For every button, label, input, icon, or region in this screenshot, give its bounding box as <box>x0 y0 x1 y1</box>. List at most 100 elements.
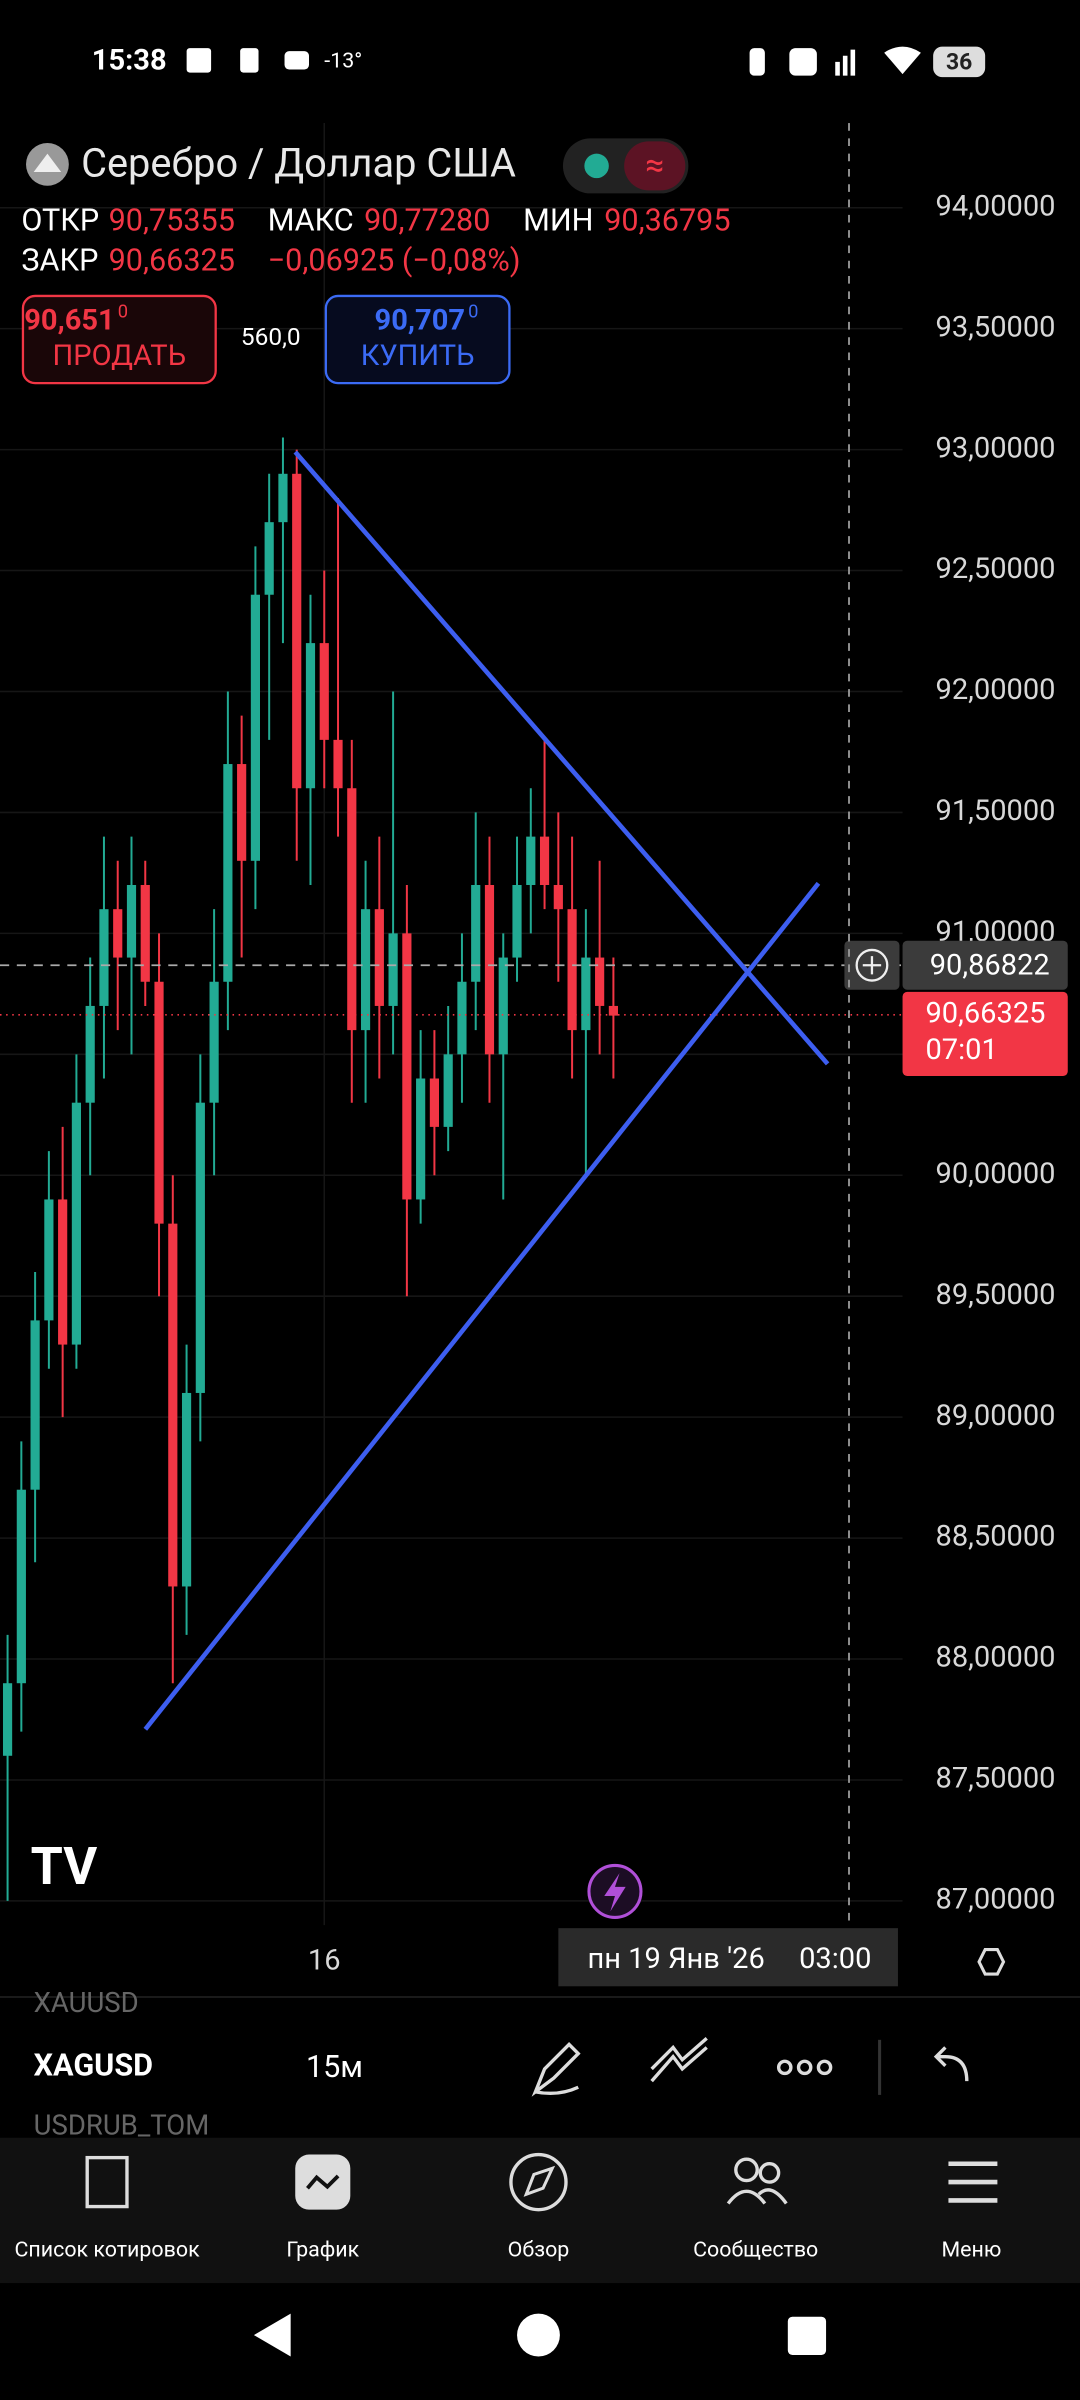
nav-label[interactable]: Обзор <box>508 2238 570 2263</box>
symbol-prev: XAUUSD <box>34 1986 139 2019</box>
recents-button[interactable] <box>787 2316 827 2355</box>
y-tick-label: 93,50000 <box>936 310 1056 344</box>
candle-body <box>608 1005 618 1016</box>
temperature: -13° <box>324 49 362 74</box>
candle-body <box>319 643 329 740</box>
candle-body <box>498 957 508 1055</box>
nav-icon <box>509 2152 568 2212</box>
y-tick-label: 92,00000 <box>936 673 1056 707</box>
symbol-icon-mark <box>33 153 62 173</box>
buy-price: 90,707 <box>375 304 465 338</box>
y-tick-label: 88,50000 <box>936 1520 1056 1554</box>
candle-body <box>58 1199 68 1345</box>
candle-body <box>553 884 563 910</box>
candle-body <box>126 884 137 958</box>
chart: 87,00000 87,50000 88,00000 88,50000 89,00000… <box>0 123 1068 1977</box>
trend-tool[interactable] <box>650 2037 708 2083</box>
open-value: 90,75355 <box>109 204 235 239</box>
y-tick-label: 87,50000 <box>936 1762 1056 1796</box>
candle-body <box>113 909 123 958</box>
candle-body <box>99 909 109 1006</box>
nav-label[interactable]: Сообщество <box>693 2238 818 2263</box>
symbol-current[interactable]: XAGUSD <box>34 2048 153 2083</box>
candle-body <box>471 884 481 982</box>
nav-label[interactable]: Меню <box>941 2238 1001 2263</box>
realtime-badge <box>624 141 686 191</box>
more-tools[interactable] <box>776 2059 833 2076</box>
close-value: 90,66325 <box>109 243 235 278</box>
nav-label[interactable]: График <box>286 2238 359 2263</box>
settings-icon[interactable] <box>977 1948 1006 1976</box>
candle-body <box>484 884 495 1055</box>
sell-price: 90,651 <box>24 304 114 338</box>
countdown-label: 07:01 <box>925 1033 997 1067</box>
buy-button[interactable] <box>324 294 511 385</box>
candle-body <box>333 739 343 789</box>
y-tick-label: 89,00000 <box>936 1399 1056 1433</box>
realtime-icon: ≈ <box>645 146 664 185</box>
nav-label[interactable]: Список котировок <box>14 2238 200 2263</box>
draw-tool[interactable] <box>531 2042 581 2097</box>
symbol-title: Серебро / Доллар США <box>81 139 516 186</box>
buy-label: КУПИТЬ <box>361 339 475 373</box>
candle-body <box>402 933 412 1200</box>
candle-body <box>388 933 398 1006</box>
candle-body <box>360 909 371 1031</box>
lightning-icon <box>604 1873 626 1912</box>
nav-icon <box>726 2157 788 2205</box>
buy-price-sup: 0 <box>468 302 478 323</box>
candle-body <box>264 522 274 595</box>
y-tick-label: 92,50000 <box>936 552 1056 586</box>
high-value: 90,77280 <box>364 204 490 239</box>
last-price-box <box>902 991 1068 1077</box>
candle-body <box>223 764 233 982</box>
y-tick-label: 93,00000 <box>936 431 1056 465</box>
candle-body <box>140 884 150 982</box>
nav-icon <box>85 2155 129 2209</box>
y-tick-label: 90,00000 <box>936 1157 1056 1191</box>
crosshair-time: 03:00 <box>799 1942 871 1976</box>
sell-label: ПРОДАТЬ <box>53 339 187 373</box>
interval[interactable]: 15м <box>306 2050 363 2085</box>
candle-body <box>209 981 219 1103</box>
add-alert-icon <box>855 948 889 982</box>
candle-body <box>595 957 605 1006</box>
candle-body <box>237 764 247 861</box>
candle-body <box>292 473 302 789</box>
candle-body <box>250 594 261 861</box>
clock: 15:38 <box>92 44 167 78</box>
home-button[interactable] <box>517 2313 560 2357</box>
candle-body <box>457 981 467 1055</box>
candle-body <box>512 884 522 958</box>
crosshair-price-label: 90,86822 <box>930 948 1050 982</box>
candle-body <box>181 1392 192 1587</box>
sell-button[interactable] <box>21 294 217 385</box>
nav-icon-mark <box>523 2165 556 2197</box>
tradingview-logo: TV <box>31 1836 98 1897</box>
sell-price-sup: 0 <box>118 302 128 323</box>
time-label-box <box>558 1928 898 1987</box>
candle-body <box>195 1102 205 1393</box>
market-open-dot <box>584 153 609 179</box>
spread: 560,0 <box>241 322 301 351</box>
candle-body <box>539 836 550 885</box>
status-icons <box>186 46 921 76</box>
add-alert-plus <box>862 956 882 975</box>
x-tick-label: 16 <box>308 1943 341 1977</box>
candle-body <box>416 1078 426 1200</box>
candle-body <box>347 788 357 1031</box>
candle-body <box>154 981 164 1224</box>
candle-body <box>16 1489 26 1684</box>
back-button[interactable] <box>253 2313 291 2357</box>
undo[interactable] <box>933 2046 969 2082</box>
candle-body <box>305 643 316 789</box>
candle-body <box>30 1320 40 1490</box>
y-tick-label: 91,50000 <box>936 794 1056 828</box>
y-tick-label: 89,50000 <box>936 1278 1056 1312</box>
candle-body <box>374 909 384 1006</box>
candle-body <box>581 957 591 1031</box>
candle-body <box>526 836 536 885</box>
candle-body <box>71 1102 82 1345</box>
last-price-label: 90,66325 <box>925 996 1045 1030</box>
